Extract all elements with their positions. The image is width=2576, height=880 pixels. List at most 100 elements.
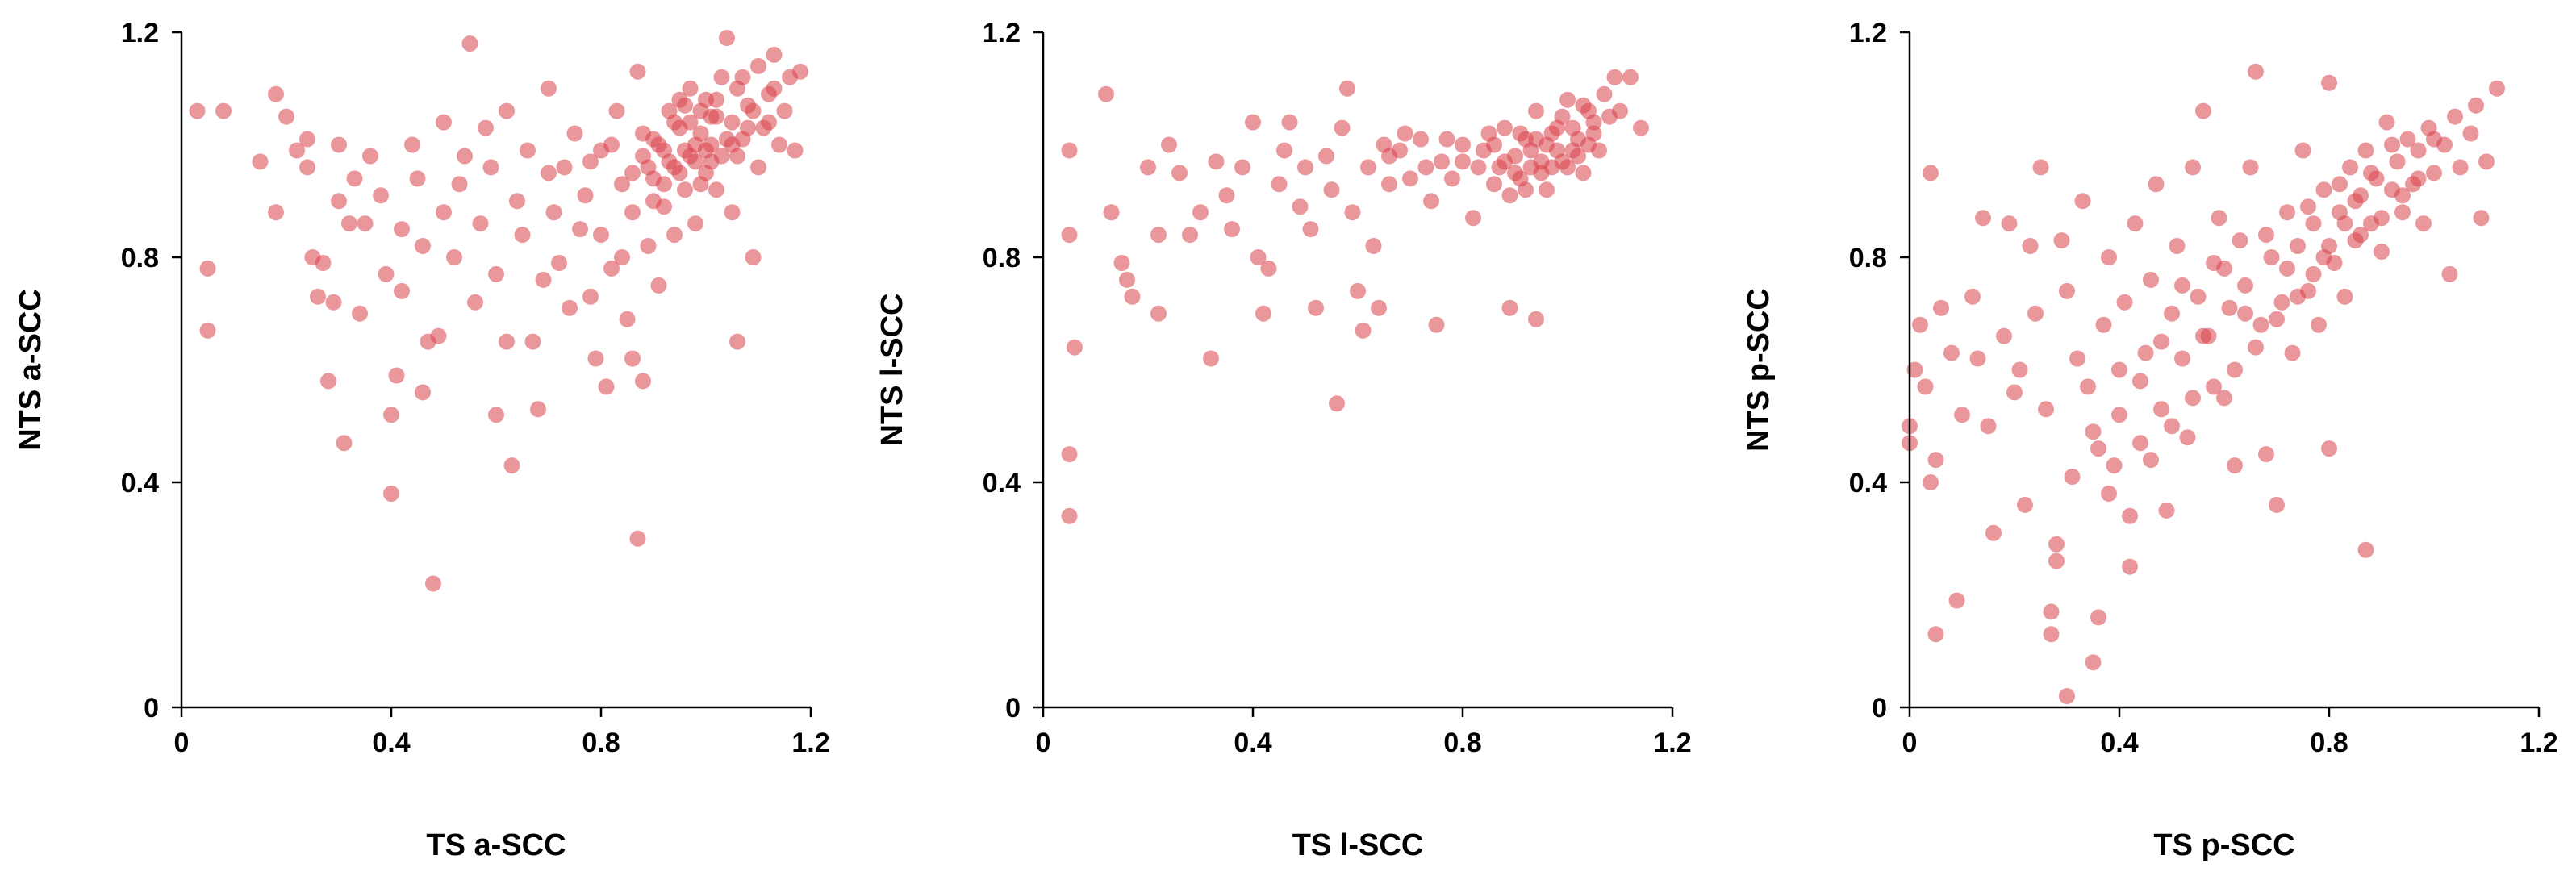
data-point xyxy=(1975,210,1991,227)
data-point xyxy=(2190,288,2207,305)
data-point xyxy=(1606,69,1623,85)
data-point xyxy=(1455,153,1471,170)
data-point xyxy=(582,153,599,170)
data-point xyxy=(629,63,646,80)
data-point xyxy=(1150,305,1167,322)
data-point xyxy=(252,153,269,170)
scatter-panel-l-scc: 00 0.4 0.4 0.8 0.8 1.2 1.2 TS l-SCC NTS l-SCC xyxy=(875,18,1692,862)
data-point xyxy=(1996,327,2012,344)
data-point xyxy=(2332,176,2348,193)
data-point xyxy=(1365,238,1382,254)
data-point xyxy=(1397,125,1413,142)
data-point xyxy=(2410,142,2427,159)
data-point xyxy=(750,159,766,176)
data-point xyxy=(2069,350,2085,367)
data-point xyxy=(346,170,363,187)
data-point xyxy=(2447,108,2463,125)
data-point xyxy=(2321,238,2337,254)
data-point xyxy=(378,265,395,282)
data-point xyxy=(2258,227,2274,244)
data-point xyxy=(687,215,703,232)
data-point xyxy=(2074,193,2091,210)
data-point xyxy=(2164,305,2180,322)
data-point xyxy=(2452,159,2469,176)
y-tick-label: 0 xyxy=(1005,693,1021,724)
x-tick-label: 1.2 xyxy=(791,728,829,758)
data-point xyxy=(325,294,342,311)
data-point xyxy=(1480,125,1497,142)
data-point xyxy=(766,46,783,63)
data-point xyxy=(2269,311,2285,327)
data-point xyxy=(2048,536,2065,553)
data-point xyxy=(1208,153,1225,170)
data-point xyxy=(545,204,562,221)
data-point xyxy=(2006,384,2023,401)
data-point xyxy=(792,63,808,80)
data-point xyxy=(1964,288,1981,305)
data-point xyxy=(1438,131,1455,148)
data-point xyxy=(2311,316,2327,333)
data-point xyxy=(1633,119,1649,136)
data-point xyxy=(551,255,567,271)
data-point xyxy=(1501,299,1518,316)
y-axis-title: NTS l-SCC xyxy=(875,294,909,447)
data-point xyxy=(467,294,483,311)
data-point xyxy=(682,114,699,131)
data-point xyxy=(2305,265,2322,282)
data-point xyxy=(2353,227,2369,244)
data-point xyxy=(2394,204,2411,221)
data-point xyxy=(2237,277,2253,294)
y-tick-label: 0.8 xyxy=(121,243,159,273)
data-point xyxy=(682,80,699,97)
data-point xyxy=(1302,221,1319,238)
data-point xyxy=(383,486,399,502)
data-point xyxy=(2347,193,2364,210)
data-point xyxy=(488,265,504,282)
data-point xyxy=(2137,344,2154,361)
data-point xyxy=(2059,282,2075,299)
data-point xyxy=(2132,373,2148,390)
data-point xyxy=(1182,227,1198,244)
data-point xyxy=(1969,350,1986,367)
data-point xyxy=(2185,159,2201,176)
data-point xyxy=(535,271,552,288)
data-point xyxy=(692,176,709,193)
data-point xyxy=(2374,244,2390,260)
data-point xyxy=(1912,316,1928,333)
data-point xyxy=(2227,361,2243,378)
data-point xyxy=(2158,502,2175,519)
data-point xyxy=(1150,227,1167,244)
data-point xyxy=(666,227,683,244)
data-point xyxy=(582,288,599,305)
y-tick-label: 0 xyxy=(144,693,159,724)
data-point xyxy=(2473,210,2490,227)
data-point xyxy=(1580,102,1597,119)
data-point xyxy=(1923,165,1939,181)
x-tick-label: 0 xyxy=(1036,728,1051,758)
data-point xyxy=(478,119,494,136)
data-point xyxy=(1140,159,1156,176)
data-point xyxy=(2426,131,2442,148)
data-point xyxy=(1297,159,1313,176)
data-point xyxy=(1381,176,1397,193)
data-point xyxy=(2085,654,2102,671)
data-point xyxy=(425,575,441,592)
data-point xyxy=(2426,165,2442,181)
data-point xyxy=(2227,457,2243,474)
data-point xyxy=(656,176,672,193)
data-point xyxy=(436,114,452,131)
data-point xyxy=(2315,181,2332,198)
data-point xyxy=(2064,469,2081,485)
data-point xyxy=(2143,271,2159,288)
data-point xyxy=(394,282,410,299)
data-point xyxy=(1428,316,1445,333)
data-point xyxy=(1518,181,1534,198)
data-point xyxy=(2410,170,2427,187)
data-point xyxy=(640,238,657,254)
data-point xyxy=(745,102,762,119)
data-point xyxy=(1098,85,1114,102)
data-point xyxy=(2095,316,2112,333)
data-point xyxy=(373,187,389,204)
data-point xyxy=(2153,401,2169,418)
data-point xyxy=(488,407,504,423)
